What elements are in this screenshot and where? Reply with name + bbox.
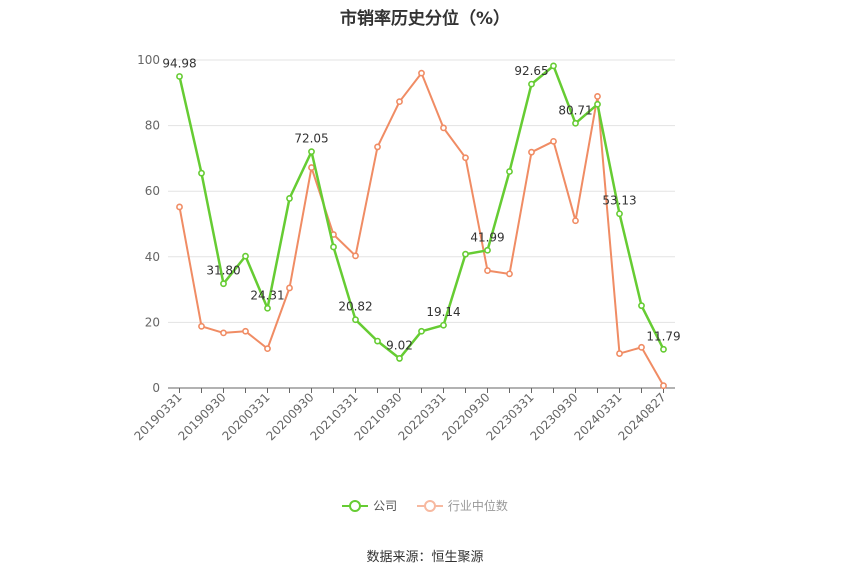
data-point bbox=[572, 217, 579, 225]
data-point bbox=[396, 98, 403, 106]
data-point bbox=[220, 329, 227, 337]
y-tick-label: 60 bbox=[145, 184, 160, 198]
data-label: 92.65 bbox=[514, 64, 548, 78]
data-label: 94.98 bbox=[162, 56, 196, 70]
data-point bbox=[198, 322, 205, 330]
data-label: 19.14 bbox=[426, 305, 460, 319]
data-label: 9.02 bbox=[386, 338, 413, 352]
data-point bbox=[308, 164, 315, 171]
data-point bbox=[374, 143, 381, 151]
legend: 公司 行业中位数 bbox=[0, 497, 850, 516]
data-point bbox=[528, 148, 535, 156]
data-labels: 94.98 31.80 24.31 72.05 20.82 9.02 19.14 41.99 9… bbox=[162, 56, 680, 352]
line-chart: 0204060801002019033120190930202003312020… bbox=[132, 53, 681, 443]
legend-item-industry[interactable]: 行业中位数 bbox=[416, 497, 508, 514]
data-point bbox=[220, 280, 227, 288]
data-label: 24.31 bbox=[250, 288, 284, 302]
y-tick-label: 80 bbox=[145, 119, 160, 133]
data-point bbox=[660, 345, 667, 353]
legend-company-marker-icon bbox=[342, 499, 369, 513]
data-point bbox=[440, 124, 447, 132]
data-source: 数据来源：恒生聚源 bbox=[366, 550, 484, 565]
data-label: 80.71 bbox=[558, 103, 592, 117]
data-label: 20.82 bbox=[338, 300, 372, 314]
grid-lines bbox=[168, 59, 675, 323]
data-point bbox=[506, 270, 513, 278]
data-point bbox=[264, 345, 271, 353]
data-point bbox=[528, 80, 535, 88]
data-point bbox=[638, 302, 645, 310]
data-point bbox=[550, 137, 557, 145]
data-point bbox=[484, 246, 491, 254]
data-point bbox=[594, 100, 601, 108]
data-point bbox=[308, 148, 315, 156]
data-label: 11.79 bbox=[646, 329, 680, 343]
axes: 0204060801002019033120190930202003312020… bbox=[132, 53, 675, 443]
data-label: 53.13 bbox=[602, 194, 636, 208]
data-point bbox=[396, 355, 403, 362]
data-point bbox=[176, 73, 183, 80]
data-point bbox=[286, 195, 293, 202]
data-point bbox=[176, 203, 183, 211]
data-label: 41.99 bbox=[470, 230, 504, 244]
data-point bbox=[506, 168, 513, 175]
data-point bbox=[264, 304, 271, 312]
y-tick-label: 100 bbox=[137, 53, 160, 67]
legend-company-label: 公司 bbox=[373, 499, 398, 513]
data-label: 72.05 bbox=[294, 132, 328, 146]
series-group bbox=[176, 62, 667, 390]
data-point bbox=[418, 327, 425, 335]
data-point bbox=[374, 337, 381, 345]
y-tick-label: 0 bbox=[152, 381, 160, 395]
data-point bbox=[286, 284, 293, 292]
chart-title: 市销率历史分位（%） bbox=[339, 9, 511, 29]
y-tick-label: 20 bbox=[145, 315, 160, 329]
legend-industry-marker-icon bbox=[416, 499, 443, 513]
y-tick-label: 40 bbox=[145, 250, 160, 264]
x-tick-label: 20240827 bbox=[616, 390, 669, 443]
data-point bbox=[572, 119, 579, 127]
series-line bbox=[178, 72, 665, 387]
data-label: 31.80 bbox=[206, 264, 240, 278]
data-point bbox=[484, 267, 491, 274]
data-point bbox=[594, 93, 601, 100]
legend-industry-label: 行业中位数 bbox=[447, 499, 508, 513]
data-point bbox=[462, 250, 469, 258]
legend-item-company[interactable]: 公司 bbox=[342, 497, 397, 514]
data-point bbox=[330, 243, 337, 251]
data-point bbox=[352, 316, 359, 324]
data-point bbox=[616, 210, 623, 218]
data-point bbox=[550, 62, 557, 70]
data-point bbox=[660, 382, 667, 390]
data-point bbox=[198, 169, 205, 177]
data-point bbox=[440, 321, 447, 329]
data-point bbox=[462, 154, 469, 162]
data-point bbox=[352, 252, 359, 260]
data-point bbox=[242, 252, 249, 260]
data-point bbox=[616, 350, 623, 357]
data-point bbox=[242, 327, 249, 335]
data-point bbox=[638, 343, 645, 351]
data-point bbox=[418, 69, 425, 77]
